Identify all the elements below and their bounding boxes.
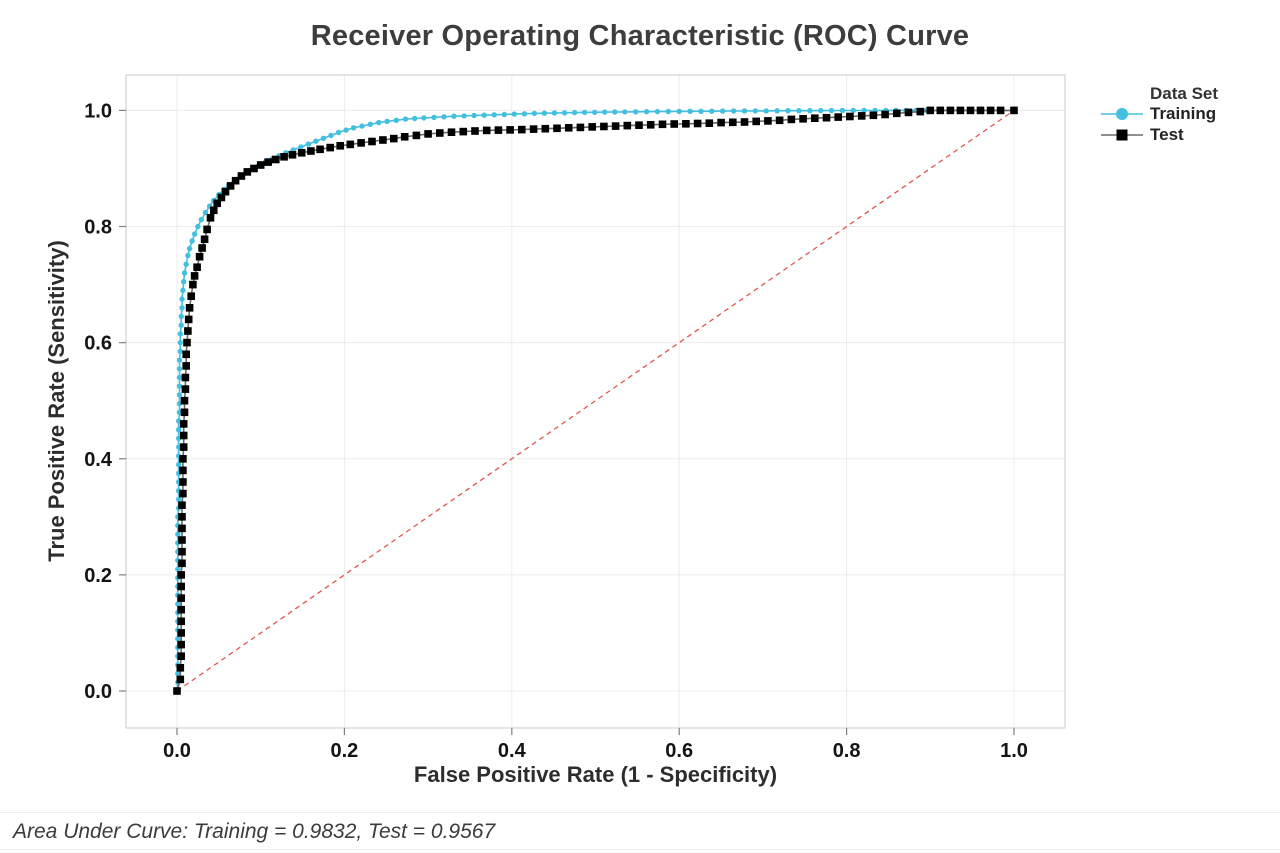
legend: Data Set Training Test [1100,84,1218,145]
footer-separator [0,812,1280,813]
legend-label: Training [1150,103,1217,123]
y-tick-label: 0.2 [84,565,112,587]
chance-diagonal-line [176,109,1015,692]
legend-title: Data Set [1150,84,1219,103]
chart-title: Receiver Operating Characteristic (ROC) … [310,20,970,52]
auc-footnote: Area Under Curve: Training = 0.9832, Tes… [13,820,496,843]
x-axis-label: False Positive Rate (1 - Specificity) [413,762,778,787]
legend-item-test[interactable]: Test [1100,124,1218,145]
x-tick-label: 1.0 [1000,740,1028,762]
circle-marker-icon [1101,107,1143,120]
gridlines [126,75,1065,728]
y-axis-label: True Positive Rate (Sensitivity) [44,240,69,562]
y-tick-label: 0.0 [84,681,112,703]
series-test [173,106,1018,695]
axis-ticks: 0.0 0.2 0.4 0.6 0.8 1.0 0.0 0.2 0.4 0.6 0.8 1.0 [84,100,1028,762]
y-tick-label: 0.4 [84,449,113,471]
y-tick-label: 0.6 [84,333,112,355]
x-tick-label: 0.6 [665,740,693,762]
x-tick-label: 0.0 [163,740,191,762]
square-marker-icon [1101,129,1143,140]
legend-label: Test [1150,124,1184,144]
x-tick-label: 0.4 [498,740,527,762]
legend-items: Training Test [1100,103,1218,145]
y-tick-label: 0.8 [84,217,112,239]
legend-item-training[interactable]: Training [1100,103,1218,124]
x-tick-label: 0.8 [833,740,861,762]
y-tick-label: 1.0 [84,100,112,122]
plot-border [125,74,1066,729]
window-bottom-border [0,849,1280,850]
x-tick-label: 0.2 [330,740,358,762]
